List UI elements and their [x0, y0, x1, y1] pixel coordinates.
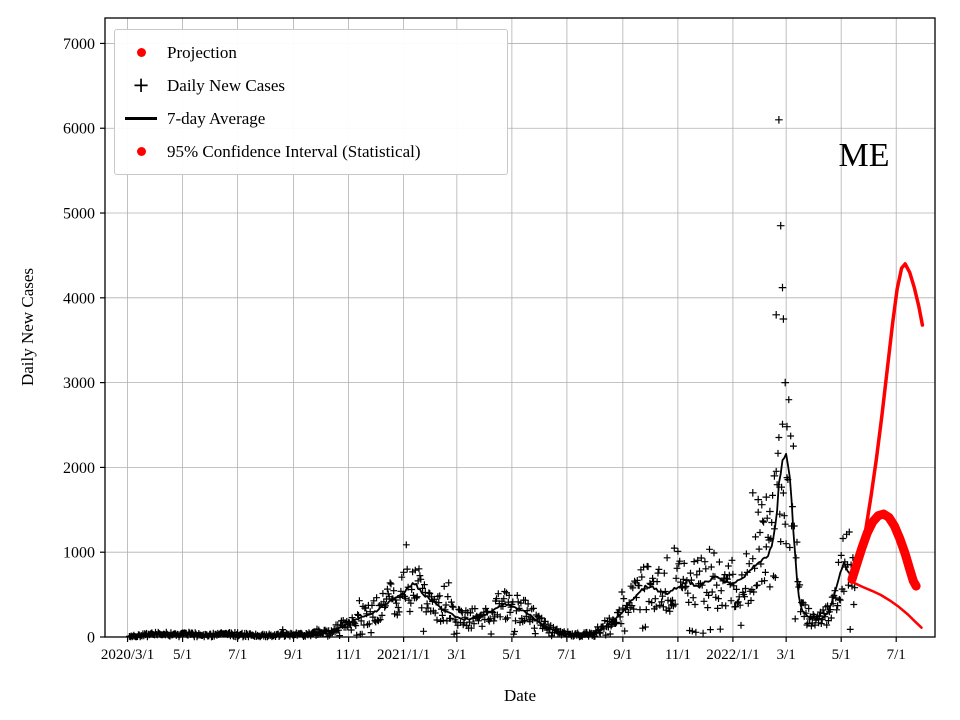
legend-label-7day-average: 7-day Average [167, 108, 266, 128]
line-marker-icon [115, 117, 167, 120]
y-tick-label: 7000 [63, 36, 95, 53]
projection-line [847, 509, 921, 591]
confidence-dot-icon [115, 147, 167, 156]
plus-marker-icon: + [132, 73, 150, 97]
y-tick-label: 0 [87, 630, 95, 647]
y-tick-label: 1000 [63, 545, 95, 562]
legend: Projection + Daily New Cases 7-day Avera… [114, 29, 508, 175]
x-tick-label: 11/1 [665, 647, 691, 663]
x-tick-label: 11/1 [336, 647, 362, 663]
x-tick-label: 7/1 [228, 647, 247, 663]
x-tick-label: 7/1 [557, 647, 576, 663]
x-tick-label: 9/1 [613, 647, 632, 663]
seven-day-average-line [127, 452, 855, 638]
axes-ticks: 0 1000 2000 3000 4000 5000 6000 7000 2020/3/1 5/1… [63, 36, 906, 663]
state-label: ME [838, 137, 890, 174]
legend-label-confidence-interval: 95% Confidence Interval (Statistical) [167, 141, 421, 161]
x-tick-label: 3/1 [447, 647, 466, 663]
x-tick-label: 5/1 [173, 647, 192, 663]
x-axis-label: Date [503, 686, 537, 705]
daily-cases-scatter [126, 116, 859, 641]
confidence-upper-line [852, 262, 925, 580]
confidence-lower-line [852, 581, 923, 629]
legend-item-projection: Projection [115, 36, 507, 69]
x-tick-label: 5/1 [832, 647, 851, 663]
y-tick-label: 4000 [63, 290, 95, 307]
y-tick-label: 6000 [63, 121, 95, 138]
legend-label-daily-new-cases: Daily New Cases [167, 75, 286, 95]
y-tick-label: 5000 [63, 206, 95, 223]
legend-item-7day-average: 7-day Average [115, 102, 507, 135]
x-tick-label: 2022/1/1 [706, 647, 759, 663]
y-tick-label: 2000 [63, 460, 95, 477]
x-tick-label: 2021/1/1 [377, 647, 430, 663]
projection-dot-icon [115, 48, 167, 57]
x-tick-label: 9/1 [284, 647, 303, 663]
x-tick-label: 2020/3/1 [101, 647, 154, 663]
x-tick-label: 3/1 [777, 647, 796, 663]
y-axis-label: Daily New Cases [18, 267, 37, 387]
legend-label-projection: Projection [167, 42, 237, 62]
legend-item-confidence-interval: 95% Confidence Interval (Statistical) [115, 135, 507, 168]
y-tick-label: 3000 [63, 375, 95, 392]
plot-border [104, 17, 936, 638]
legend-item-daily-new-cases: + Daily New Cases [115, 69, 507, 102]
x-tick-label: 5/1 [502, 647, 521, 663]
x-tick-label: 7/1 [887, 647, 906, 663]
